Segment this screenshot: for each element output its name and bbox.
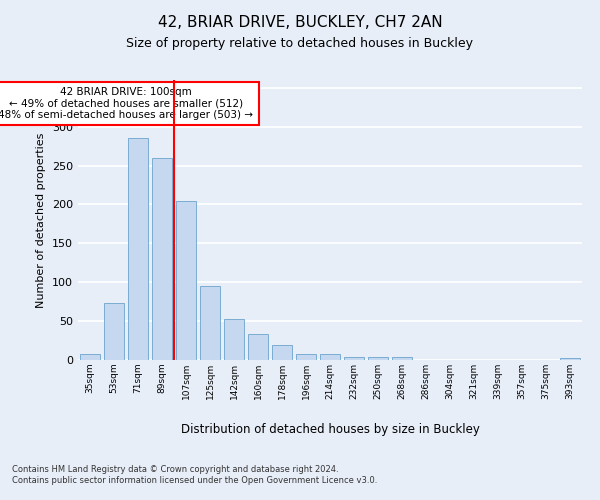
Bar: [152, 158, 172, 360]
Bar: [80, 354, 100, 360]
Bar: [176, 202, 196, 360]
Text: 42, BRIAR DRIVE, BUCKLEY, CH7 2AN: 42, BRIAR DRIVE, BUCKLEY, CH7 2AN: [158, 15, 442, 30]
Bar: [224, 319, 244, 360]
Bar: [200, 286, 220, 360]
Text: 42 BRIAR DRIVE: 100sqm
← 49% of detached houses are smaller (512)
48% of semi-de: 42 BRIAR DRIVE: 100sqm ← 49% of detached…: [0, 86, 254, 120]
Text: Size of property relative to detached houses in Buckley: Size of property relative to detached ho…: [127, 38, 473, 51]
Bar: [392, 357, 412, 360]
Text: Contains public sector information licensed under the Open Government Licence v3: Contains public sector information licen…: [12, 476, 377, 485]
Bar: [104, 303, 124, 360]
Bar: [320, 354, 340, 360]
Y-axis label: Number of detached properties: Number of detached properties: [37, 132, 46, 308]
Text: Contains HM Land Registry data © Crown copyright and database right 2024.: Contains HM Land Registry data © Crown c…: [12, 465, 338, 474]
Bar: [368, 357, 388, 360]
Bar: [296, 354, 316, 360]
Text: Distribution of detached houses by size in Buckley: Distribution of detached houses by size …: [181, 422, 479, 436]
Bar: [560, 358, 580, 360]
Bar: [272, 345, 292, 360]
Bar: [128, 138, 148, 360]
Bar: [248, 334, 268, 360]
Bar: [344, 357, 364, 360]
